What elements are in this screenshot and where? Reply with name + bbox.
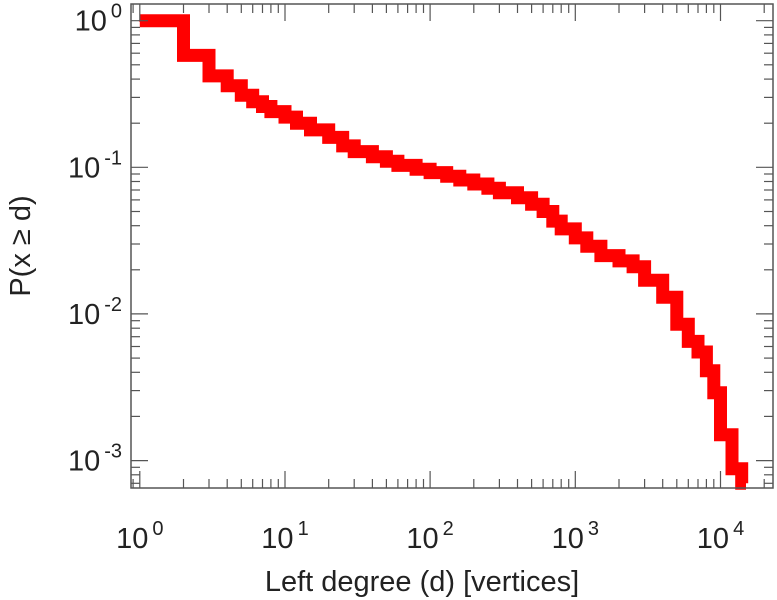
data-point (687, 340, 690, 343)
data-point (618, 259, 620, 262)
axis-layer (130, 3, 774, 489)
data-point (472, 183, 475, 185)
data-point (385, 160, 388, 163)
data-point (240, 94, 243, 97)
data-point (445, 175, 448, 178)
x-tick-label-base: 10 (406, 523, 438, 555)
x-tick-label: 10 4 (697, 518, 744, 555)
x-tick-label: 10 3 (552, 518, 599, 555)
y-tick-label: 10 -3 (68, 441, 122, 478)
data-point (731, 467, 733, 470)
data-point (327, 136, 330, 139)
data-point (429, 171, 432, 174)
data-point (458, 179, 461, 181)
data-point (675, 323, 678, 326)
y-tick-label: 10 -1 (68, 147, 122, 184)
x-tick-label-exponent: 2 (443, 518, 454, 540)
data-point (208, 74, 210, 77)
data-point (396, 164, 399, 167)
data-point (269, 110, 272, 113)
x-tick-label-base: 10 (697, 523, 729, 555)
data-point (574, 236, 577, 239)
data-point (705, 369, 708, 372)
data-point (341, 144, 344, 147)
data-point (740, 482, 743, 485)
plot-frame (130, 3, 774, 489)
data-point (261, 105, 264, 108)
data-point (632, 265, 635, 268)
data-point (712, 391, 715, 394)
x-tick-label-exponent: 4 (733, 518, 744, 540)
data-point (542, 210, 545, 213)
data-point (661, 296, 664, 299)
x-tick-label-exponent: 0 (152, 518, 163, 540)
data-point (353, 150, 356, 153)
data-point (226, 84, 229, 87)
data-point (560, 227, 563, 230)
data-point (371, 155, 374, 158)
data-point (530, 203, 533, 206)
y-tick-label-exponent: -1 (104, 147, 122, 169)
data-point (251, 100, 254, 103)
series-line-0 (139, 14, 749, 490)
x-tick-label: 10 1 (261, 518, 308, 555)
x-tick-label-exponent: 1 (298, 518, 309, 540)
data-point (284, 116, 286, 119)
data-point (697, 351, 699, 353)
y-axis-title: P(x ≥ d) (5, 195, 37, 296)
data-point (182, 54, 185, 57)
y-tick-label-exponent: -2 (104, 294, 122, 316)
y-tick-label-exponent: 0 (111, 1, 122, 23)
data-point (498, 191, 501, 194)
data-point (516, 196, 519, 199)
x-tick-label-exponent: 3 (588, 518, 599, 540)
data-point (415, 168, 418, 171)
label-layer: 10 0 10 1 10 2 10 3 10 410 010 -110 -210 -3 (68, 1, 744, 555)
y-tick-label-exponent: -3 (104, 441, 122, 463)
data-point (295, 122, 298, 125)
x-tick-label-base: 10 (116, 523, 148, 555)
x-tick-label: 10 0 (116, 518, 163, 555)
y-tick-label-base: 10 (75, 6, 107, 38)
x-axis-title: Left degree (d) [vertices] (265, 566, 579, 598)
data-point (585, 245, 588, 248)
data-point (309, 128, 312, 131)
data-point (551, 220, 554, 223)
y-tick-label-base: 10 (68, 446, 100, 478)
x-tick-label-base: 10 (552, 523, 584, 555)
data-point (719, 433, 722, 436)
x-tick-label-base: 10 (261, 523, 293, 555)
y-tick-label-base: 10 (68, 152, 100, 184)
series-layer (138, 14, 749, 490)
y-tick-label: 10 0 (75, 1, 122, 38)
y-tick-label: 10 -2 (68, 294, 122, 331)
data-point (486, 187, 489, 190)
x-tick-label: 10 2 (406, 518, 453, 555)
y-tick-label-base: 10 (68, 299, 100, 331)
data-point (599, 254, 602, 257)
data-point (643, 279, 646, 282)
